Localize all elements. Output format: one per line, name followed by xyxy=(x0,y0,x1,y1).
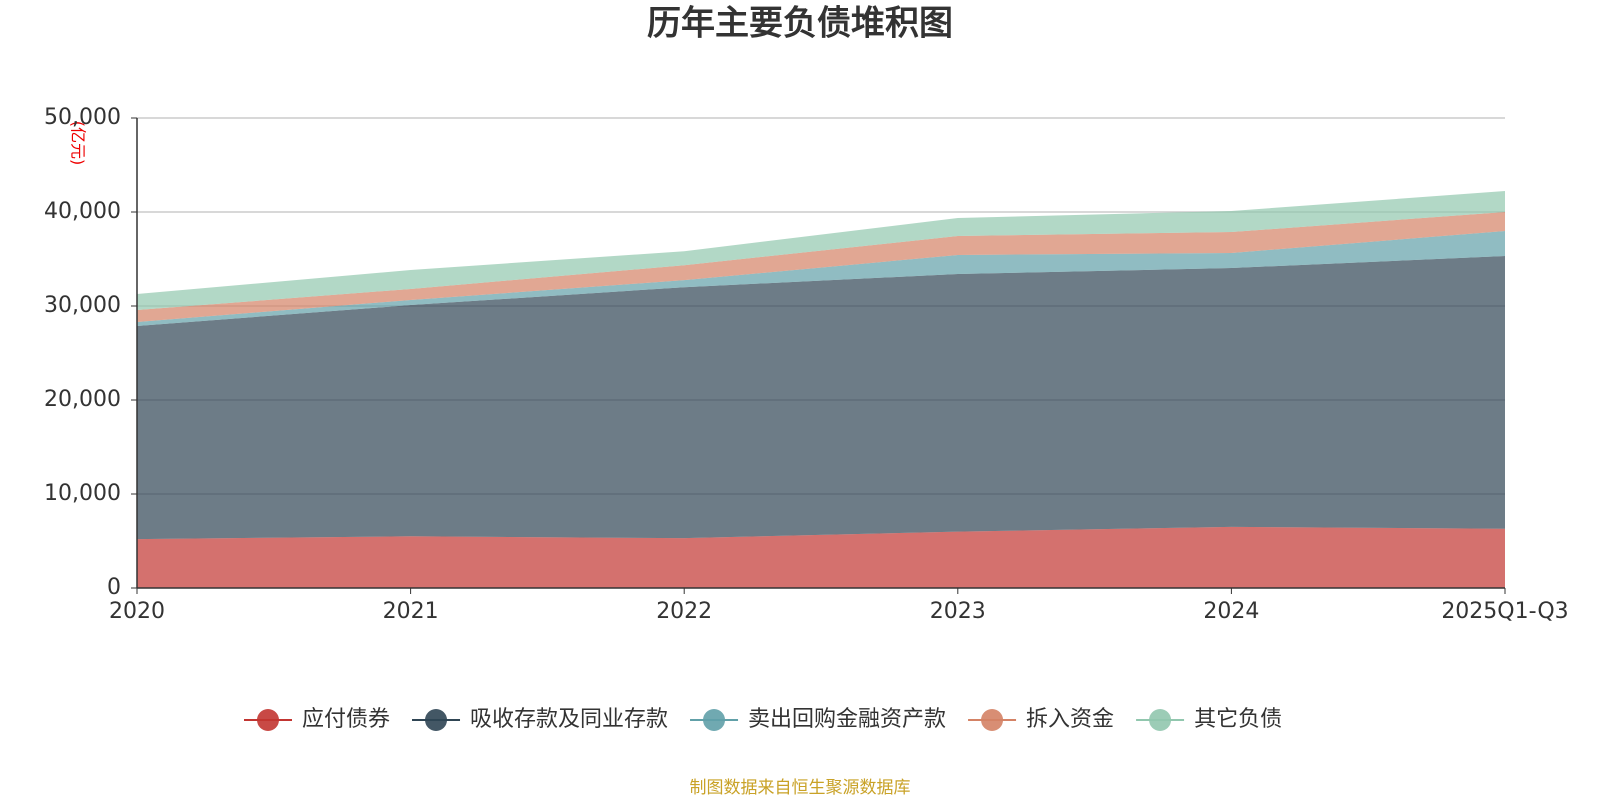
y-tick-label: 0 xyxy=(107,575,121,600)
area xyxy=(137,212,1505,322)
legend-marker xyxy=(703,709,726,731)
y-tick-label: 30,000 xyxy=(44,293,121,318)
legend-label: 应付债券 xyxy=(302,707,390,732)
x-tick-label: 2023 xyxy=(930,599,986,624)
legend-label: 卖出回购金融资产款 xyxy=(748,707,946,732)
y-tick-label: 50,000 xyxy=(44,105,121,130)
y-axis-label: (亿元) xyxy=(69,121,88,166)
area xyxy=(137,230,1505,327)
x-tick-label: 2021 xyxy=(383,599,439,624)
y-tick-label: 40,000 xyxy=(44,199,121,224)
legend-marker xyxy=(981,709,1004,731)
legend-marker xyxy=(257,709,279,731)
legend-marker xyxy=(1149,709,1172,731)
source-note: 制图数据来自恒生聚源数据库 xyxy=(690,778,911,798)
y-tick-label: 20,000 xyxy=(44,387,121,412)
legend-label: 吸收存款及同业存款 xyxy=(470,707,668,732)
x-tick-label: 2020 xyxy=(109,599,165,624)
x-tick-label: 2022 xyxy=(656,599,712,624)
y-tick-label: 10,000 xyxy=(44,481,121,506)
area xyxy=(137,526,1505,588)
x-tick-label: 2024 xyxy=(1203,599,1259,624)
legend-marker xyxy=(425,709,448,731)
x-tick-label: 2025Q1-Q3 xyxy=(1441,599,1568,624)
area xyxy=(137,191,1505,311)
legend-label: 拆入资金 xyxy=(1026,707,1114,732)
legend-label: 其它负债 xyxy=(1194,707,1282,732)
chart-title: 历年主要负债堆积图 xyxy=(647,4,953,44)
area xyxy=(137,255,1505,540)
